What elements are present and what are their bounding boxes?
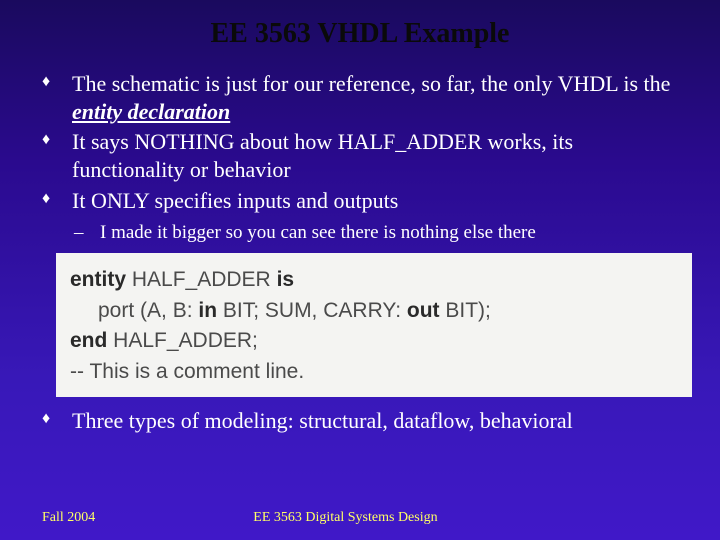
bullet-emphasis: entity declaration [72, 99, 230, 124]
code-line: -- This is a comment line. [70, 357, 678, 387]
code-text: HALF_ADDER [126, 268, 277, 291]
code-line: entity HALF_ADDER is [70, 265, 678, 295]
code-line: port (A, B: in BIT; SUM, CARRY: out BIT)… [70, 296, 678, 326]
code-keyword: out [407, 299, 440, 322]
slide-title: EE 3563 VHDL Example [30, 18, 690, 50]
code-text: BIT); [440, 299, 491, 322]
slide-footer: Fall 2004 EE 3563 Digital Systems Design [0, 510, 720, 526]
code-keyword: end [70, 329, 107, 352]
code-line: end HALF_ADDER; [70, 326, 678, 356]
bullet-list: The schematic is just for our reference,… [30, 70, 690, 215]
code-snippet: entity HALF_ADDER is port (A, B: in BIT;… [56, 253, 692, 397]
code-keyword: in [198, 299, 217, 322]
subbullet-text: I made it bigger so you can see there is… [100, 222, 536, 243]
bullet-text: It says NOTHING about how HALF_ADDER wor… [72, 129, 573, 182]
bullet-item: It says NOTHING about how HALF_ADDER wor… [38, 128, 690, 184]
code-text: -- This is a comment line. [70, 360, 304, 383]
subbullet-list: I made it bigger so you can see there is… [30, 221, 690, 246]
footer-right: EE 3563 Digital Systems Design [253, 510, 437, 526]
bullet-text: Three types of modeling: structural, dat… [72, 408, 573, 433]
code-keyword: is [277, 268, 295, 291]
bullet-text: The schematic is just for our reference,… [72, 71, 670, 96]
bullet-text: It ONLY specifies inputs and outputs [72, 188, 398, 213]
slide: EE 3563 VHDL Example The schematic is ju… [0, 0, 720, 540]
code-text: BIT; SUM, CARRY: [217, 299, 407, 322]
bullet-list-2: Three types of modeling: structural, dat… [30, 407, 690, 435]
code-text: HALF_ADDER; [107, 329, 258, 352]
bullet-item: The schematic is just for our reference,… [38, 70, 690, 126]
bullet-item: Three types of modeling: structural, dat… [38, 407, 690, 435]
code-keyword: entity [70, 268, 126, 291]
footer-left: Fall 2004 [42, 510, 95, 526]
bullet-item: It ONLY specifies inputs and outputs [38, 187, 690, 215]
subbullet-item: I made it bigger so you can see there is… [74, 221, 690, 246]
code-text: port (A, B: [98, 299, 198, 322]
